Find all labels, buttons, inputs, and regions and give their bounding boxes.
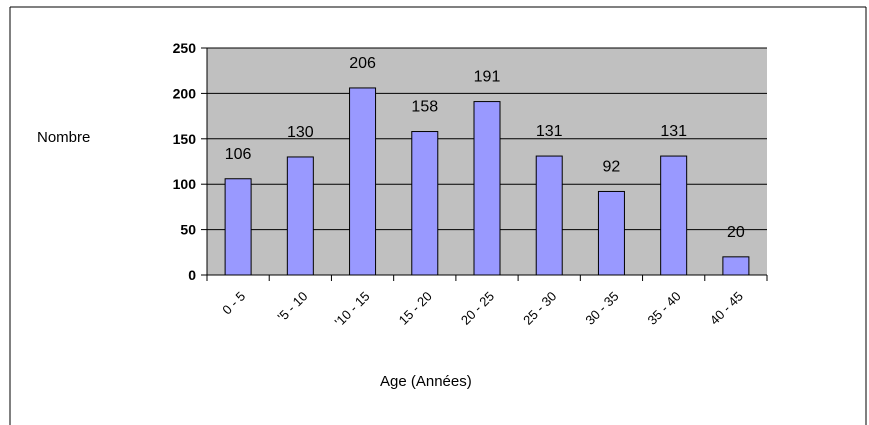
y-tick-label: 50 [180, 222, 196, 238]
data-label: 20 [727, 224, 745, 241]
y-tick-label: 200 [173, 85, 197, 101]
data-label: 158 [411, 99, 438, 116]
y-tick-label: 0 [188, 267, 196, 283]
bar [286, 156, 314, 276]
x-tick-label: 35 - 40 [645, 289, 684, 328]
y-tick-label: 250 [173, 40, 197, 56]
data-label: 191 [474, 69, 501, 86]
x-tick-label: 0 - 5 [219, 289, 248, 318]
bar [597, 190, 625, 276]
x-tick-label: '10 - 15 [332, 289, 373, 330]
x-tick-label: 20 - 25 [458, 289, 497, 328]
data-label: 131 [536, 123, 563, 140]
bar [224, 178, 252, 276]
data-label: 131 [660, 123, 687, 140]
y-tick-labels: 0 50 100 150 200 250 [173, 40, 197, 283]
x-tick-label: 30 - 35 [582, 289, 621, 328]
y-axis-title: Nombre [37, 129, 91, 146]
axes [201, 47, 768, 281]
data-labels: 106 130 206 158 191 131 92 131 20 [225, 55, 745, 241]
x-tick-label: '5 - 10 [275, 289, 311, 325]
data-label: 92 [603, 158, 621, 175]
bar [473, 101, 501, 276]
bar [411, 131, 439, 276]
bar [349, 87, 377, 276]
data-label: 206 [349, 55, 376, 72]
x-tick-labels: 0 - 5 '5 - 10 '10 - 15 15 - 20 20 - 25 25 - 3… [219, 289, 746, 330]
bar [660, 155, 688, 276]
data-label: 106 [225, 146, 252, 163]
bar [535, 155, 563, 276]
y-tick-label: 100 [173, 176, 197, 192]
y-tick-label: 150 [173, 131, 197, 147]
x-tick-label: 25 - 30 [520, 289, 559, 328]
data-label: 130 [287, 124, 314, 141]
x-tick-label: 15 - 20 [396, 289, 435, 328]
x-axis-title: Age (Années) [380, 373, 472, 390]
bar [722, 256, 750, 276]
bars [224, 87, 750, 276]
x-tick-label: 40 - 45 [707, 289, 746, 328]
